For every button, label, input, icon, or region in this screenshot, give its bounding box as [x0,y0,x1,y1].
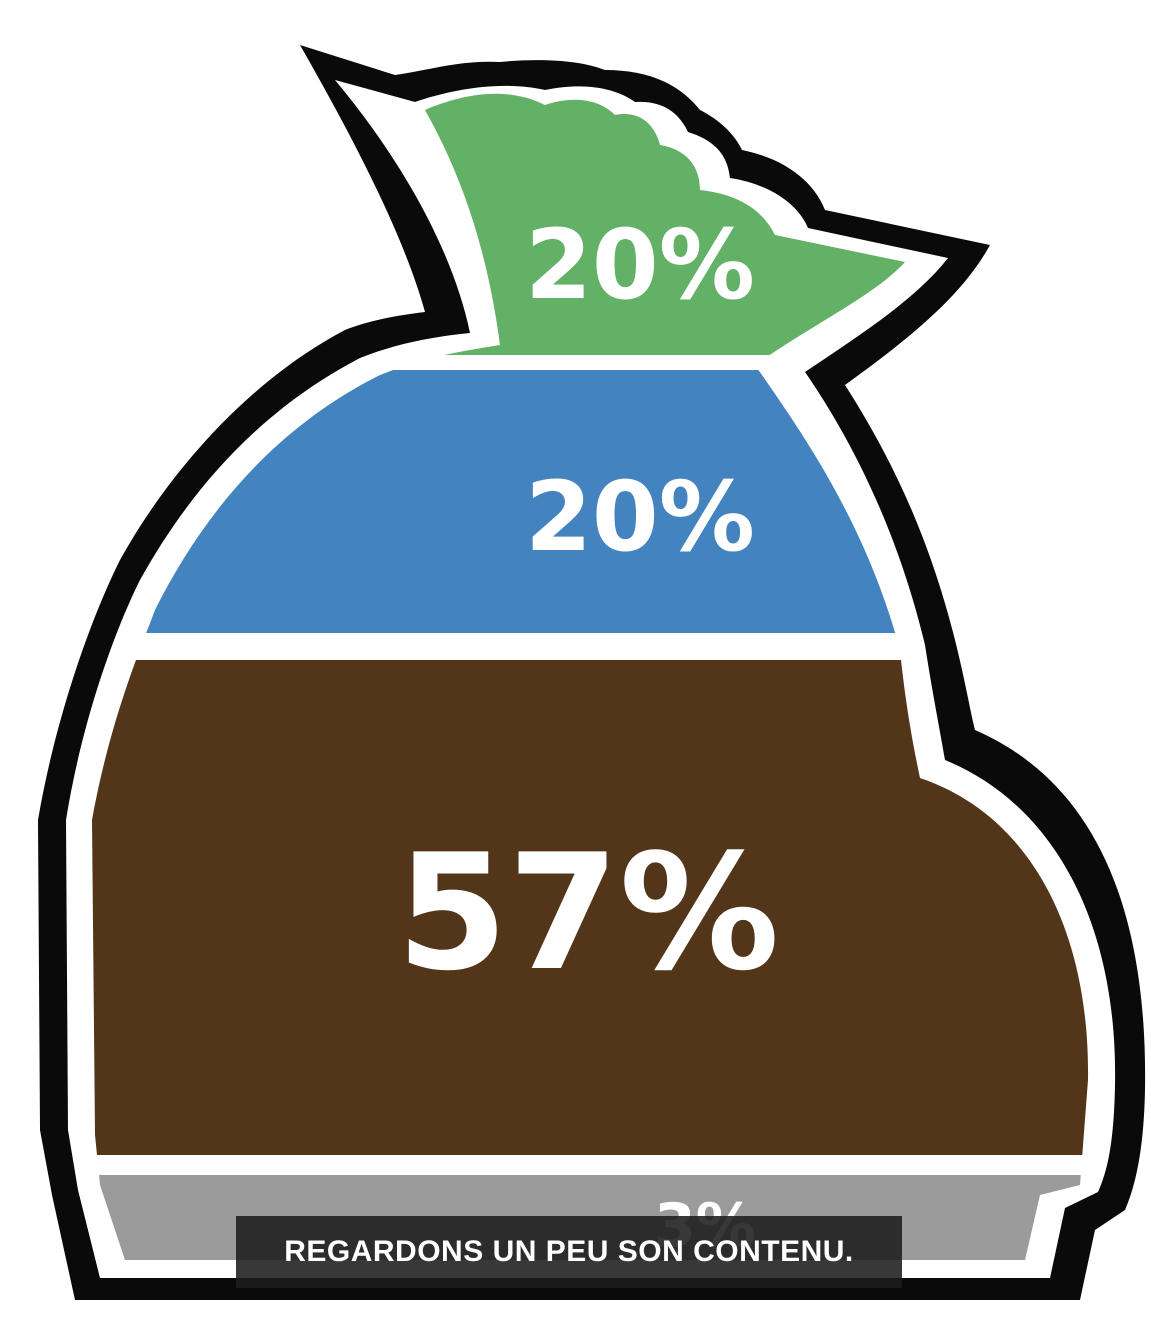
segment-label-2: 57% [397,819,780,1006]
subtitle-caption: REGARDONS UN PEU SON CONTENU. [236,1216,902,1288]
caption-text: REGARDONS UN PEU SON CONTENU. [284,1235,854,1268]
segment-label-1: 20% [525,461,755,573]
segment-label-0: 20% [525,209,755,321]
